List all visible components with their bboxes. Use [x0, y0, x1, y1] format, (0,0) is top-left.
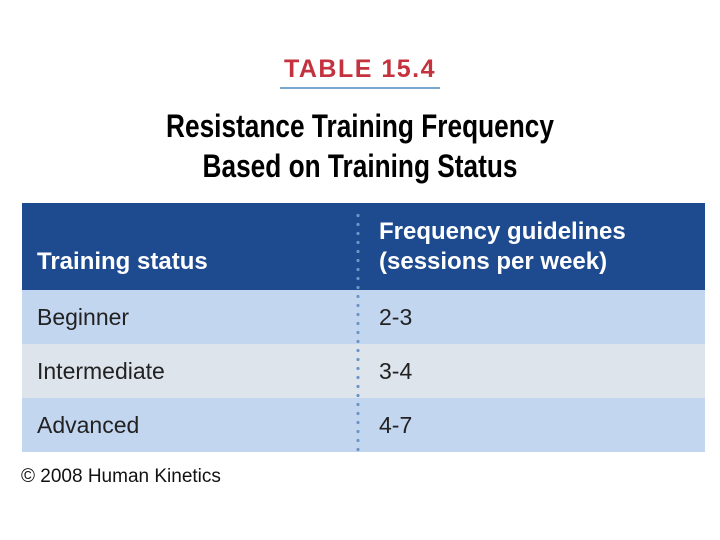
copyright-notice: © 2008 Human Kinetics — [21, 466, 221, 487]
table-number-label: TABLE 15.4 — [0, 54, 720, 89]
table-row: Advanced 4-7 — [22, 398, 705, 452]
dotted-column-divider — [356, 211, 360, 453]
header-frequency-guidelines: Frequency guidelines (sessions per week) — [358, 217, 705, 290]
cell-frequency: 4-7 — [379, 411, 413, 438]
header-frequency-line-2: (sessions per week) — [379, 248, 608, 275]
table-title-line-1: Resistance Training Frequency — [166, 108, 554, 144]
table-title: Resistance Training Frequency Based on T… — [65, 106, 655, 186]
cell-frequency: 2-3 — [379, 303, 413, 330]
header-training-status: Training status — [37, 248, 208, 275]
cell-frequency: 3-4 — [379, 357, 413, 384]
frequency-table: Training status Frequency guidelines (se… — [22, 203, 705, 453]
table-row: Beginner 2-3 — [22, 290, 705, 344]
table-header-row: Training status Frequency guidelines (se… — [22, 203, 705, 290]
table-title-line-2: Based on Training Status — [202, 148, 518, 184]
cell-status: Intermediate — [37, 357, 165, 384]
table-row: Intermediate 3-4 — [22, 344, 705, 398]
cell-status: Beginner — [37, 303, 130, 330]
header-frequency-line-1: Frequency guidelines — [379, 218, 626, 245]
table-number: TABLE 15.4 — [279, 54, 441, 89]
cell-status: Advanced — [37, 411, 140, 438]
